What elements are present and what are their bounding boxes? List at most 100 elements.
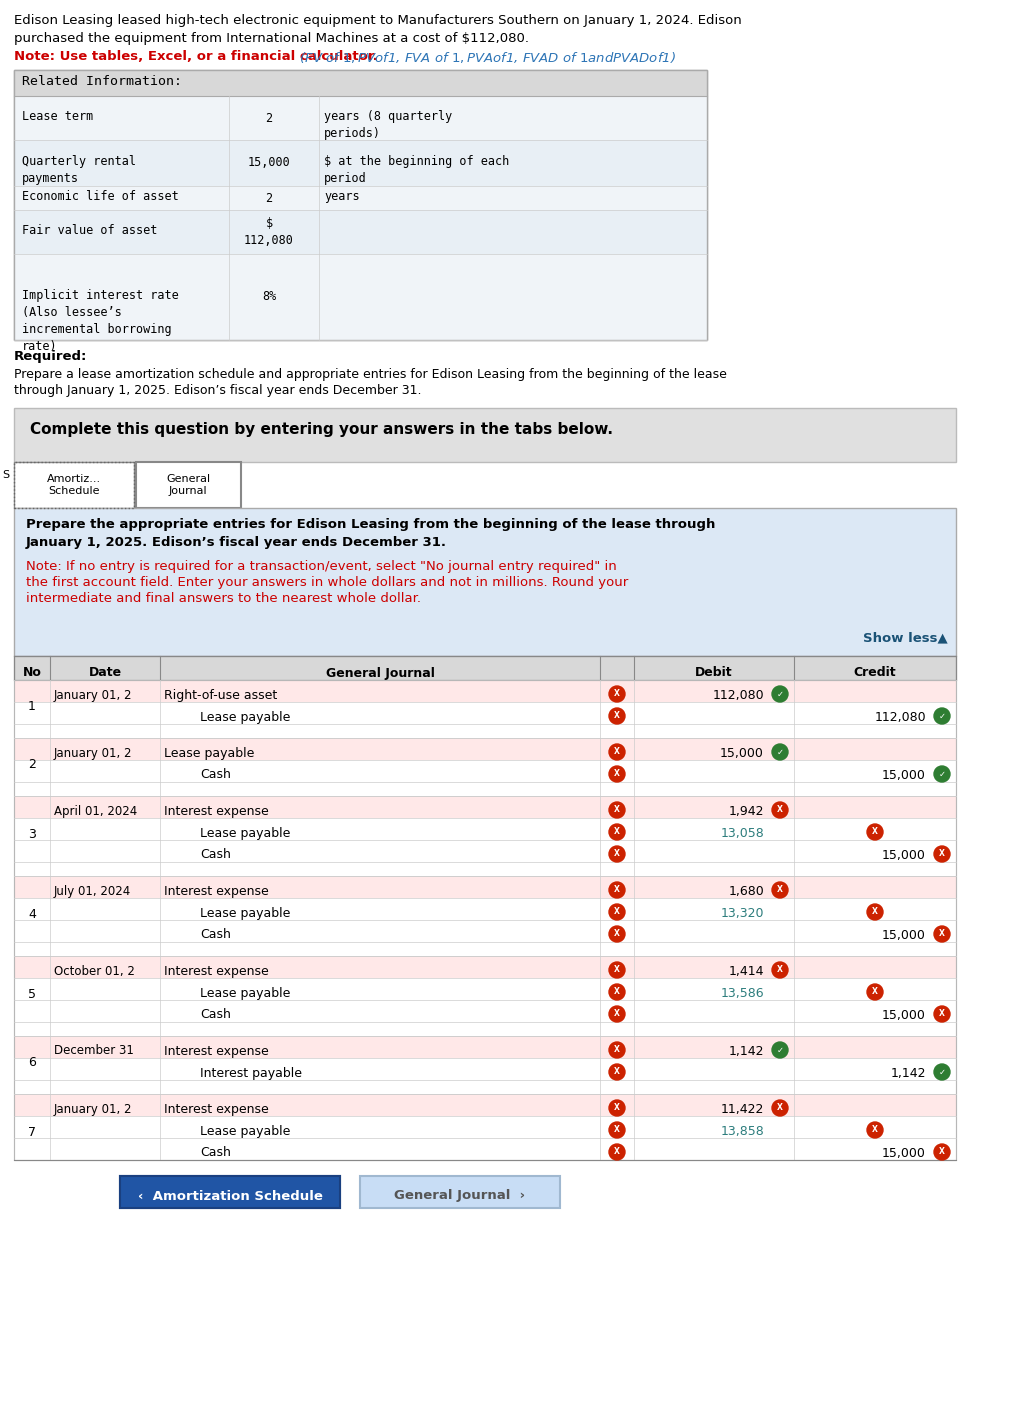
Text: General Journal: General Journal: [326, 666, 435, 679]
Text: ✓: ✓: [939, 1068, 946, 1077]
Circle shape: [772, 963, 788, 978]
Text: $ at the beginning of each
period: $ at the beginning of each period: [324, 155, 509, 185]
Bar: [14, 920, 956, 943]
Bar: [14, 1138, 956, 1161]
Circle shape: [609, 881, 625, 899]
Text: $
112,080: $ 112,080: [244, 216, 294, 246]
Circle shape: [772, 686, 788, 702]
Text: X: X: [614, 1010, 620, 1018]
Text: years: years: [324, 189, 359, 204]
Circle shape: [609, 1042, 625, 1058]
Text: Fair value of asset: Fair value of asset: [22, 224, 158, 236]
Circle shape: [934, 1064, 950, 1079]
Bar: [120, 1176, 340, 1208]
Text: Show less▲: Show less▲: [863, 631, 948, 644]
Text: No: No: [22, 666, 42, 679]
Bar: [14, 508, 956, 656]
Bar: [14, 209, 706, 253]
Bar: [136, 461, 241, 508]
Text: 11,422: 11,422: [721, 1102, 764, 1115]
Circle shape: [609, 686, 625, 702]
Text: X: X: [777, 886, 783, 894]
Bar: [14, 70, 706, 95]
Text: 1: 1: [29, 701, 36, 713]
Circle shape: [609, 984, 625, 1000]
Text: X: X: [939, 930, 945, 938]
Text: January 01, 2: January 01, 2: [54, 746, 132, 759]
Text: October 01, 2: October 01, 2: [54, 964, 134, 977]
Text: December 31: December 31: [54, 1044, 134, 1058]
Circle shape: [609, 824, 625, 840]
Text: January 01, 2: January 01, 2: [54, 1102, 132, 1115]
Text: X: X: [872, 987, 878, 997]
Text: Lease payable: Lease payable: [200, 826, 290, 840]
Bar: [14, 461, 134, 508]
Text: ✓: ✓: [777, 1045, 784, 1055]
Text: Quarterly rental
payments: Quarterly rental payments: [22, 155, 136, 185]
Bar: [14, 70, 706, 340]
Text: Lease payable: Lease payable: [200, 987, 290, 1000]
Circle shape: [934, 708, 950, 723]
Circle shape: [772, 802, 788, 817]
Text: X: X: [614, 850, 620, 859]
Text: X: X: [777, 806, 783, 815]
Text: Edison Leasing leased high-tech electronic equipment to Manufacturers Southern o: Edison Leasing leased high-tech electron…: [14, 14, 742, 27]
Text: intermediate and final answers to the nearest whole dollar.: intermediate and final answers to the ne…: [26, 592, 421, 605]
Bar: [14, 1037, 956, 1058]
Text: Interest expense: Interest expense: [164, 964, 269, 977]
Text: July 01, 2024: July 01, 2024: [54, 884, 131, 897]
Text: 13,320: 13,320: [721, 907, 764, 920]
Text: through January 1, 2025. Edison’s fiscal year ends December 31.: through January 1, 2025. Edison’s fiscal…: [14, 384, 421, 397]
Text: Note: Use tables, Excel, or a financial calculator.: Note: Use tables, Excel, or a financial …: [14, 50, 378, 63]
Text: 112,080: 112,080: [874, 711, 926, 723]
Text: (FV of $1, PV of $1, FVA of $1, PVA of $1, FVAD of $1 and PVAD of $1): (FV of $1, PV of $1, FVA of $1, PVA of $…: [295, 50, 676, 66]
Bar: [14, 253, 706, 340]
Text: ✓: ✓: [939, 712, 946, 721]
Text: ‹  Amortization Schedule: ‹ Amortization Schedule: [137, 1189, 323, 1202]
Text: X: X: [614, 712, 620, 721]
Text: X: X: [614, 965, 620, 974]
Circle shape: [867, 904, 883, 920]
Bar: [14, 738, 956, 760]
Circle shape: [609, 926, 625, 943]
Text: X: X: [614, 907, 620, 917]
Text: ✓: ✓: [777, 748, 784, 756]
Text: 3: 3: [29, 827, 36, 840]
Circle shape: [934, 1143, 950, 1161]
Text: Lease payable: Lease payable: [200, 907, 290, 920]
Circle shape: [609, 1005, 625, 1022]
Text: 2: 2: [266, 111, 273, 124]
Text: Amortiz...
Schedule: Amortiz... Schedule: [47, 474, 101, 497]
Text: X: X: [614, 1125, 620, 1135]
Text: 1,142: 1,142: [891, 1067, 926, 1079]
Circle shape: [867, 824, 883, 840]
Bar: [14, 140, 706, 187]
Text: 15,000: 15,000: [883, 928, 926, 941]
Text: 15,000: 15,000: [883, 769, 926, 782]
Text: Cash: Cash: [200, 1146, 231, 1159]
Text: 15,000: 15,000: [883, 1146, 926, 1159]
Circle shape: [609, 904, 625, 920]
Bar: [14, 681, 956, 702]
Text: X: X: [939, 1148, 945, 1156]
Text: 15,000: 15,000: [720, 746, 764, 759]
Text: 4: 4: [29, 907, 36, 920]
Text: X: X: [614, 827, 620, 836]
Text: Prepare a lease amortization schedule and appropriate entries for Edison Leasing: Prepare a lease amortization schedule an…: [14, 367, 727, 382]
Bar: [14, 656, 956, 681]
Text: X: X: [614, 689, 620, 699]
Text: Interest expense: Interest expense: [164, 1044, 269, 1058]
Text: Interest expense: Interest expense: [164, 884, 269, 897]
Text: the first account field. Enter your answers in whole dollars and not in millions: the first account field. Enter your answ…: [26, 575, 628, 590]
Bar: [14, 862, 956, 876]
Text: April 01, 2024: April 01, 2024: [54, 805, 137, 817]
Circle shape: [609, 1143, 625, 1161]
Bar: [120, 1176, 340, 1208]
Text: 8%: 8%: [262, 290, 276, 303]
Text: years (8 quarterly
periods): years (8 quarterly periods): [324, 110, 452, 140]
Text: X: X: [872, 827, 878, 836]
Text: Cash: Cash: [200, 849, 231, 862]
Text: 15,000: 15,000: [247, 157, 290, 169]
Text: ✓: ✓: [939, 769, 946, 779]
Text: Credit: Credit: [854, 666, 896, 679]
